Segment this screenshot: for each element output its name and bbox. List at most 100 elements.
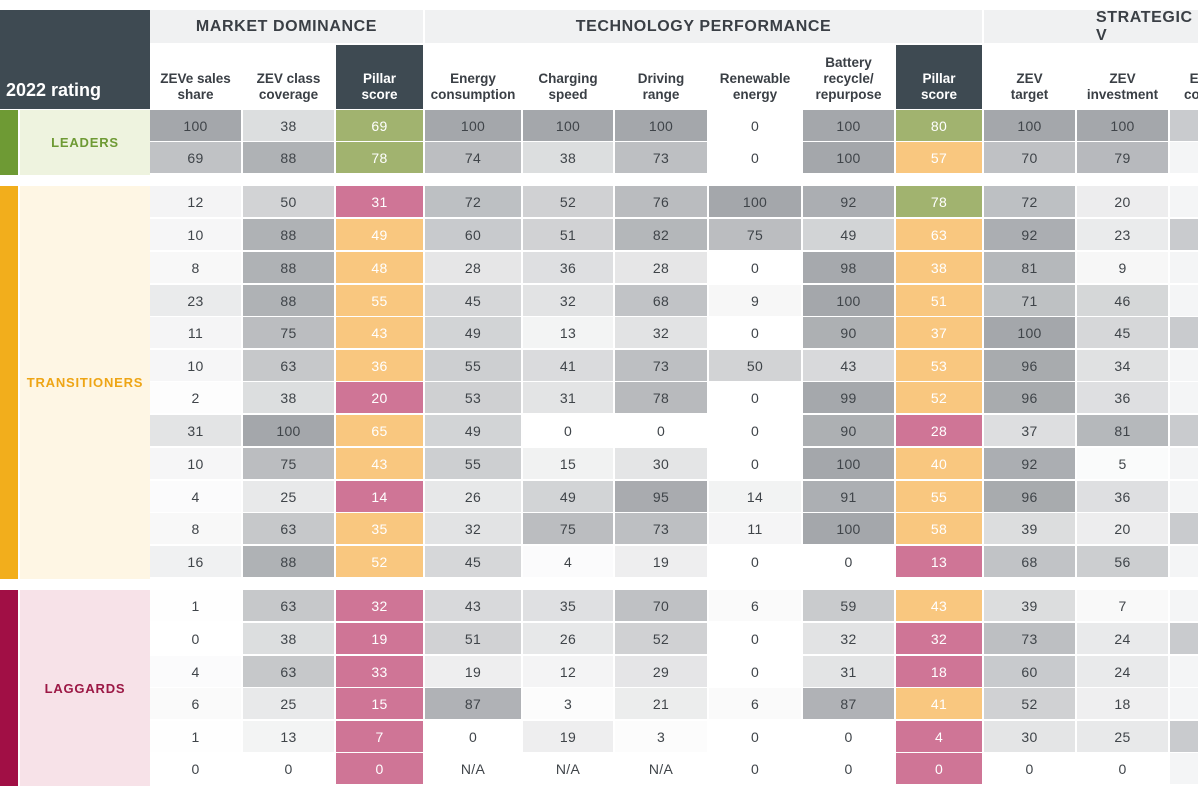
table-cell bbox=[1170, 317, 1198, 348]
table-cell bbox=[1170, 623, 1198, 654]
table-cell: 10 bbox=[150, 219, 241, 250]
column-header: Ex com bbox=[1170, 45, 1200, 109]
table-cell: 32 bbox=[803, 623, 894, 654]
table-cell: 79 bbox=[1077, 142, 1168, 173]
table-cell bbox=[1170, 142, 1198, 173]
table-cell: 1 bbox=[150, 721, 241, 752]
table-cell: 100 bbox=[803, 513, 894, 544]
table-cell bbox=[1170, 546, 1198, 577]
table-cell: 52 bbox=[336, 546, 423, 577]
table-cell bbox=[1170, 590, 1198, 621]
table-cell: 0 bbox=[709, 753, 801, 784]
table-cell: 63 bbox=[243, 513, 334, 544]
table-cell: 31 bbox=[523, 382, 613, 413]
table-cell: 9 bbox=[1077, 252, 1168, 283]
table-cell: 91 bbox=[803, 481, 894, 512]
table-cell: 31 bbox=[150, 415, 241, 446]
table-cell: 63 bbox=[243, 656, 334, 687]
table-cell: 73 bbox=[615, 513, 707, 544]
table-cell: 0 bbox=[709, 110, 801, 141]
table-cell: 38 bbox=[243, 382, 334, 413]
table-cell: 58 bbox=[896, 513, 982, 544]
table-cell: N/A bbox=[615, 753, 707, 784]
table-cell: 73 bbox=[615, 350, 707, 381]
table-cell: 25 bbox=[243, 688, 334, 719]
table-cell: 88 bbox=[243, 142, 334, 173]
table-cell: 63 bbox=[243, 590, 334, 621]
table-cell: 55 bbox=[336, 285, 423, 316]
table-cell: 99 bbox=[803, 382, 894, 413]
table-cell: 68 bbox=[615, 285, 707, 316]
table-cell: 82 bbox=[615, 219, 707, 250]
column-header: Battery recycle/ repurpose bbox=[803, 45, 894, 109]
table-cell: 36 bbox=[1077, 382, 1168, 413]
table-cell: 30 bbox=[615, 448, 707, 479]
right-edge bbox=[1198, 0, 1200, 800]
table-cell: 92 bbox=[984, 448, 1075, 479]
table-cell: 87 bbox=[803, 688, 894, 719]
table-cell: 90 bbox=[803, 415, 894, 446]
table-cell: 41 bbox=[896, 688, 982, 719]
table-cell: 43 bbox=[336, 448, 423, 479]
table-cell: 0 bbox=[803, 546, 894, 577]
table-cell: 51 bbox=[523, 219, 613, 250]
table-cell: 100 bbox=[803, 448, 894, 479]
table-cell: 69 bbox=[336, 110, 423, 141]
table-cell: 76 bbox=[615, 186, 707, 217]
table-cell: 10 bbox=[150, 350, 241, 381]
column-header: Driving range bbox=[615, 45, 707, 109]
table-cell: 100 bbox=[425, 110, 521, 141]
table-cell: 70 bbox=[615, 590, 707, 621]
table-cell: 72 bbox=[984, 186, 1075, 217]
table-cell: 0 bbox=[709, 721, 801, 752]
table-cell: 36 bbox=[523, 252, 613, 283]
table-cell: 37 bbox=[984, 415, 1075, 446]
table-cell: 0 bbox=[709, 448, 801, 479]
table-cell: 100 bbox=[984, 110, 1075, 141]
table-cell: 88 bbox=[243, 219, 334, 250]
table-cell: 0 bbox=[709, 656, 801, 687]
table-cell: 69 bbox=[150, 142, 241, 173]
table-cell: 57 bbox=[896, 142, 982, 173]
rating-header: 2022 rating bbox=[0, 10, 150, 109]
table-cell: 49 bbox=[523, 481, 613, 512]
table-cell: 0 bbox=[803, 753, 894, 784]
table-cell: 45 bbox=[425, 285, 521, 316]
table-cell: 6 bbox=[709, 688, 801, 719]
table-cell: 0 bbox=[803, 721, 894, 752]
table-cell: 53 bbox=[896, 350, 982, 381]
table-cell: 3 bbox=[523, 688, 613, 719]
table-cell: 24 bbox=[1077, 623, 1168, 654]
category-label: TRANSITIONERS bbox=[20, 186, 150, 579]
table-cell: 38 bbox=[243, 623, 334, 654]
table-cell bbox=[1170, 252, 1198, 283]
column-header: Pillar score bbox=[336, 45, 423, 109]
table-cell: 65 bbox=[336, 415, 423, 446]
table-cell: 6 bbox=[150, 688, 241, 719]
table-cell: 26 bbox=[425, 481, 521, 512]
table-cell: 43 bbox=[336, 317, 423, 348]
table-cell: 26 bbox=[523, 623, 613, 654]
table-cell: 28 bbox=[425, 252, 521, 283]
table-cell: 100 bbox=[803, 285, 894, 316]
column-header: ZEVe sales share bbox=[150, 45, 241, 109]
table-cell: 52 bbox=[523, 186, 613, 217]
table-cell: 90 bbox=[803, 317, 894, 348]
table-cell: 15 bbox=[523, 448, 613, 479]
table-cell: 73 bbox=[615, 142, 707, 173]
table-cell: 4 bbox=[150, 481, 241, 512]
table-cell: 75 bbox=[243, 317, 334, 348]
table-cell: 100 bbox=[615, 110, 707, 141]
table-cell: 0 bbox=[523, 415, 613, 446]
table-cell: 28 bbox=[615, 252, 707, 283]
column-header: Renewable energy bbox=[709, 45, 801, 109]
table-cell: 8 bbox=[150, 252, 241, 283]
table-cell: 81 bbox=[1077, 415, 1168, 446]
table-cell bbox=[1170, 513, 1198, 544]
table-cell: 95 bbox=[615, 481, 707, 512]
table-cell: 9 bbox=[709, 285, 801, 316]
table-cell: 0 bbox=[150, 753, 241, 784]
table-cell: 18 bbox=[1077, 688, 1168, 719]
table-cell: N/A bbox=[425, 753, 521, 784]
